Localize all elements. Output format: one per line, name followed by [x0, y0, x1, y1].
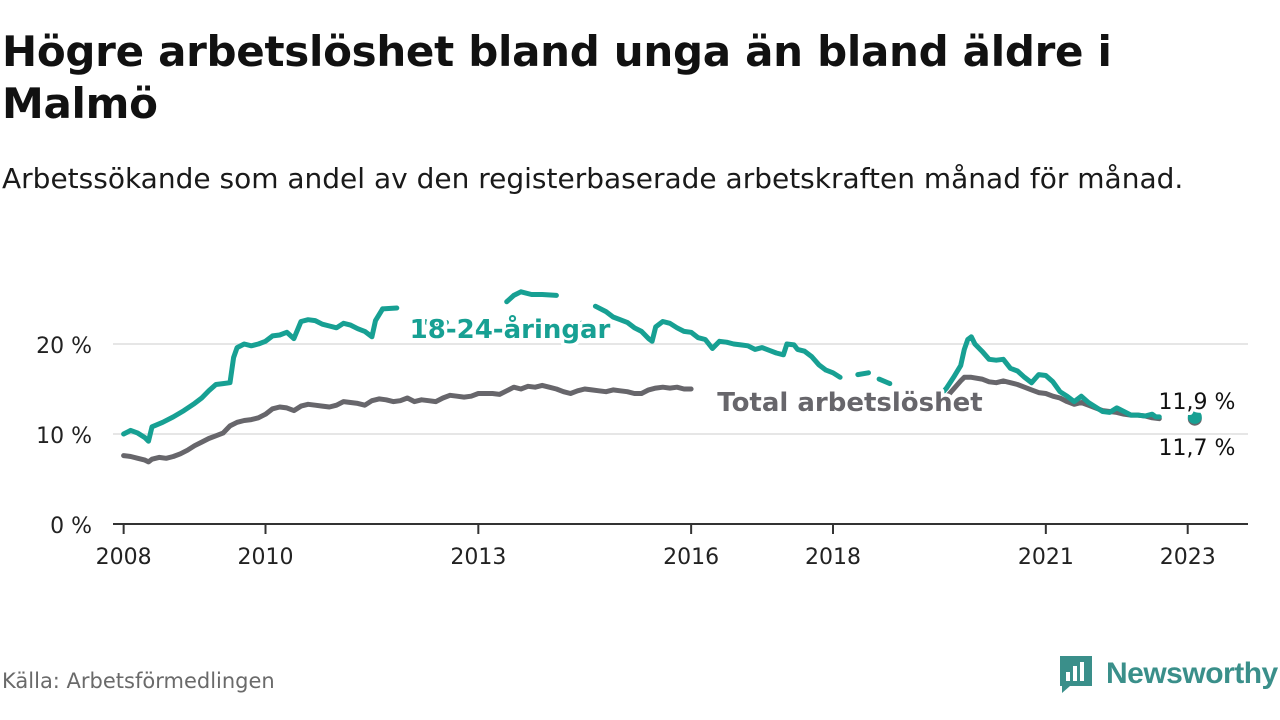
- series-line-youth-segment: [422, 319, 449, 330]
- x-tick-label: 2021: [1018, 545, 1074, 570]
- series-line-youth-segment: [876, 376, 893, 387]
- series-line-youth-segment: [380, 305, 400, 312]
- series-label-total: Total arbetslöshet: [717, 388, 982, 418]
- brand-name: Newsworthy: [1106, 657, 1278, 690]
- x-tick-label: 2018: [805, 545, 861, 570]
- series-line-youth-segment: [592, 303, 843, 380]
- series-line-youth-segment: [578, 320, 595, 331]
- x-tick-label: 2023: [1160, 545, 1216, 570]
- grid-lines: [113, 343, 1248, 435]
- end-value-label-youth: 11,9 %: [1159, 390, 1236, 415]
- series-lines: [121, 289, 1162, 465]
- chart-title: Högre arbetslöshet bland unga än bland ä…: [2, 27, 1112, 128]
- x-tick-label: 2010: [238, 545, 294, 570]
- end-point-youth: [1187, 409, 1202, 424]
- x-tick-label: 2016: [663, 545, 719, 570]
- series-labels: 18-24-åringar Total arbetslöshet 11,9 % 11,…: [406, 310, 1239, 465]
- series-label-youth: 18-24-åringar: [410, 313, 611, 345]
- series-line-youth-segment: [936, 334, 1162, 420]
- x-axis: 2008 2010 2013 2016 2018 2021 2023: [96, 523, 1248, 570]
- series-line-total-segment: [936, 374, 1162, 422]
- series-line-youth: [121, 306, 386, 444]
- y-tick-label: 20 %: [36, 334, 92, 359]
- series-line-youth-segment: [855, 370, 871, 378]
- y-tick-label: 10 %: [36, 424, 92, 449]
- end-value-label-total: 11,7 %: [1159, 436, 1236, 461]
- source-note: Källa: Arbetsförmedlingen: [2, 669, 275, 693]
- newsworthy-logo-icon: [1060, 656, 1092, 693]
- x-tick-label: 2013: [450, 545, 506, 570]
- chart-subtitle: Arbetssökande som andel av den registerb…: [2, 162, 1184, 195]
- y-axis-ticks: 0 % 10 % 20 %: [36, 334, 92, 539]
- newsworthy-logo[interactable]: Newsworthy: [1058, 654, 1278, 694]
- y-tick-label: 0 %: [50, 514, 92, 539]
- series-line-youth-segment: [504, 289, 559, 305]
- x-tick-label: 2008: [96, 545, 152, 570]
- series-line-total: [121, 382, 694, 465]
